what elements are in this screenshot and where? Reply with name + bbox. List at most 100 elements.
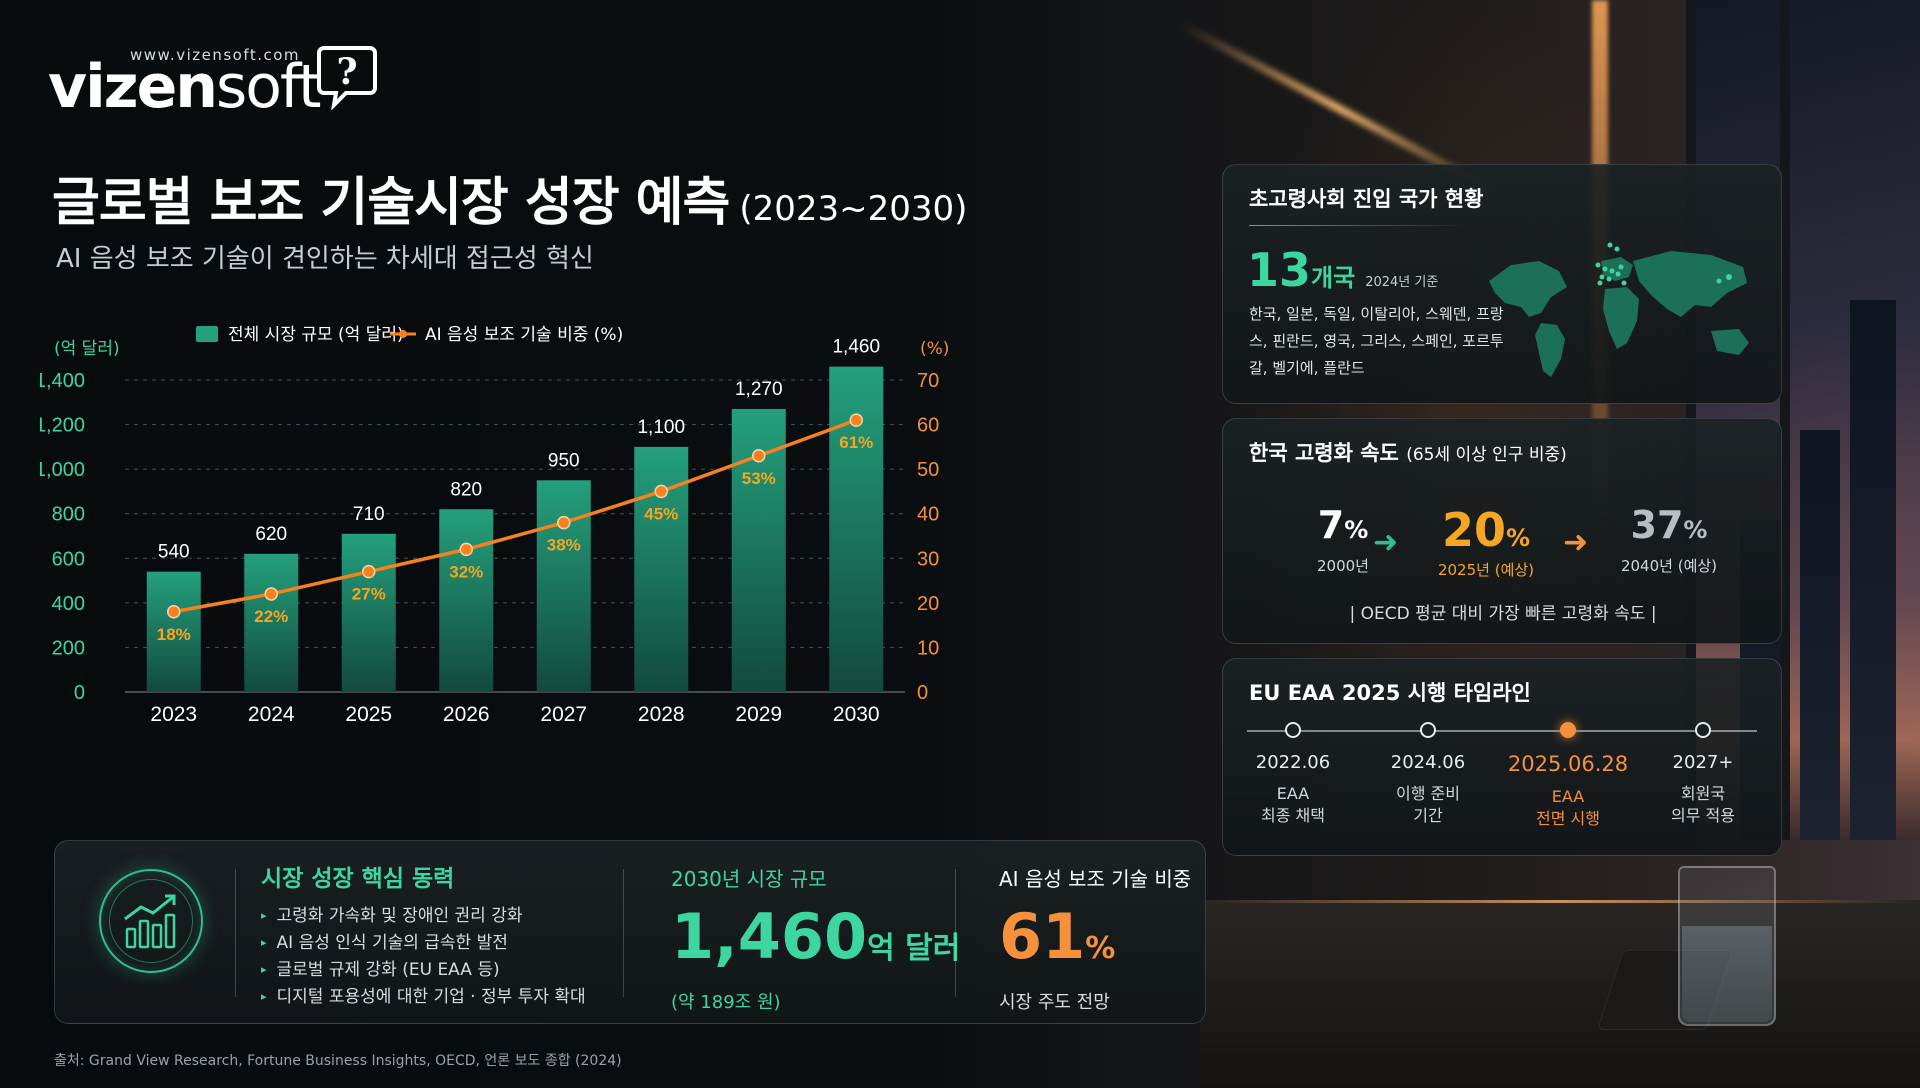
market-size-note: (약 189조 원) [671,992,781,1013]
desk-edge-light [1210,900,1910,903]
timeline-desc: EAA 전면 시행 [1536,787,1600,828]
super-aged-count: 13개국 2024년 기준 [1247,243,1438,297]
line-value-label: 18% [157,625,191,644]
aging-step-value: 37% [1599,503,1739,547]
bar-value-label: 820 [450,479,482,500]
x-tick-label: 2027 [540,703,587,726]
super-aged-count-number: 13 [1247,243,1312,297]
eaa-timeline-title: EU EAA 2025 시행 타임라인 [1249,681,1531,705]
divider [623,869,624,997]
desk [1200,900,1920,1088]
list-item: AI 음성 인식 기술의 급속한 발전 [261,928,586,955]
y-right-tick-label: 10 [917,637,939,659]
bar-value-label: 620 [255,524,287,545]
line-point [654,484,668,499]
x-tick-label: 2026 [443,703,490,726]
aging-step-value: 20% [1416,503,1556,557]
y-left-tick-label: 1,000 [40,459,85,481]
page-title-years: (2023~2030) [739,189,968,229]
legend-swatch-point [399,330,407,338]
title-rule [1249,225,1469,226]
y-left-tick-label: 800 [52,504,85,526]
timeline-date: 2027+ [1672,752,1734,773]
page-title-text: 글로벌 보조 기술시장 성장 예측 [52,173,730,233]
timeline-dot [1285,722,1301,738]
line-value-label: 61% [839,433,873,452]
y-left-tick-label: 0 [74,682,85,704]
bar [244,553,299,692]
line-value-label: 22% [254,607,288,626]
super-aged-count-unit: 개국 [1311,264,1356,292]
x-tick-label: 2023 [150,703,197,726]
brand-mark-glyph: ? [336,51,357,93]
korea-aging-title: 한국 고령화 속도 (65세 이상 인구 비중) [1249,437,1567,467]
aging-step-label: 2025년 (예상) [1437,561,1535,579]
line-value-label: 45% [644,504,678,523]
bar-value-label: 1,460 [832,337,880,358]
source-note: 출처: Grand View Research, Fortune Busines… [54,1053,622,1069]
korea-aging-title-note: (65세 이상 인구 비중) [1406,445,1567,465]
y-left-tick-label: 1,200 [40,415,85,437]
timeline-desc: EAA 최종 채택 [1261,784,1325,825]
timeline-desc: 회원국 의무 적용 [1671,784,1735,825]
line-point [167,605,181,619]
divider [955,869,956,997]
eaa-timeline-panel: EU EAA 2025 시행 타임라인 2022.06 EAA 최종 채택 20… [1222,658,1782,856]
market-size-unit: 억 달러 [867,931,961,966]
growth-chart-icon [99,869,203,973]
timeline-date: 2024.06 [1390,752,1466,773]
line-value-label: 27% [352,585,386,604]
timeline-item: 2022.06 EAA 최종 채택 [1228,722,1358,827]
market-growth-chart: 02004006008001,0001,2001,400010203040506… [40,325,949,726]
x-tick-label: 2024 [248,703,295,726]
y-right-tick-label: 30 [917,548,939,570]
super-aged-country-list: 한국, 일본, 독일, 이탈리아, 스웨덴, 프랑스, 핀란드, 영국, 그리스… [1249,305,1504,377]
brand-wordmark: vizensoft [48,56,322,118]
legend-label-line: AI 음성 보조 기술 비중 (%) [425,325,623,345]
brand-url: www.vizensoft.com [130,46,301,64]
x-tick-label: 2030 [833,703,880,726]
super-aged-title: 초고령사회 진입 국가 현황 [1249,187,1484,211]
aging-step-number: 20 [1441,503,1506,557]
timeline-dot [1560,722,1576,738]
timeline-item-active: 2025.06.28 EAA 전면 시행 [1503,722,1633,830]
background-tower [1850,300,1896,840]
bar-series: 540 620 710 820 950 1,100 1,270 1,460 [146,337,884,692]
line-series: 18% 22% 27% 32% 38% 45% 53% 61% [157,413,873,644]
line-point [557,515,571,530]
legend-label-bar: 전체 시장 규모 (억 달러) [228,325,404,345]
list-item: 디지털 포용성에 대한 기업 · 정부 투자 확대 [261,982,586,1009]
aging-step-2000: 7% 2000년 [1273,503,1413,576]
y-left-axis-label: (억 달러) [54,339,120,359]
super-aged-basis: 2024년 기준 [1365,275,1439,290]
legend-swatch-bar [196,326,218,342]
x-tick-label: 2028 [638,703,685,726]
list-item: 고령화 가속화 및 장애인 권리 강화 [261,901,586,928]
y-right-tick-label: 0 [917,682,928,704]
ai-share-line [173,418,857,614]
aging-step-2040: 37% 2040년 (예상) [1599,503,1739,576]
x-tick-label: 2025 [345,703,392,726]
y-left-tick-label: 1,400 [40,370,85,392]
market-size-number: 1,460 [671,900,868,973]
brand-logo[interactable]: www.vizensoft.com vizensoft ? [48,42,388,118]
ai-share-note: 시장 주도 전망 [999,992,1110,1013]
arrow-right-icon: ➜ [1373,525,1399,560]
timeline-line [1247,730,1757,732]
korea-aging-title-text: 한국 고령화 속도 [1249,441,1399,465]
line-point [849,413,863,427]
list-item: 글로벌 규제 강화 (EU EAA 등) [261,955,586,982]
drivers-title: 시장 성장 핵심 동력 [261,866,455,892]
line-point [752,449,766,463]
aging-step-number: 37 [1630,503,1684,547]
line-value-label: 38% [547,536,581,555]
line-value-label: 53% [742,469,776,488]
line-point [264,587,278,601]
growth-drivers-panel: 시장 성장 핵심 동력 고령화 가속화 및 장애인 권리 강화 AI 음성 인식… [54,840,1206,1024]
aging-step-number: 7 [1317,503,1345,547]
timeline-desc: 이행 준비 기간 [1396,784,1460,825]
y-left-tick-label: 400 [52,593,85,615]
bar [439,509,494,692]
super-aged-countries-panel: 초고령사회 진입 국가 현황 13개국 2024년 기준 한국, 일본, 독일, … [1222,164,1782,404]
brand-name-light: soft [216,52,322,122]
